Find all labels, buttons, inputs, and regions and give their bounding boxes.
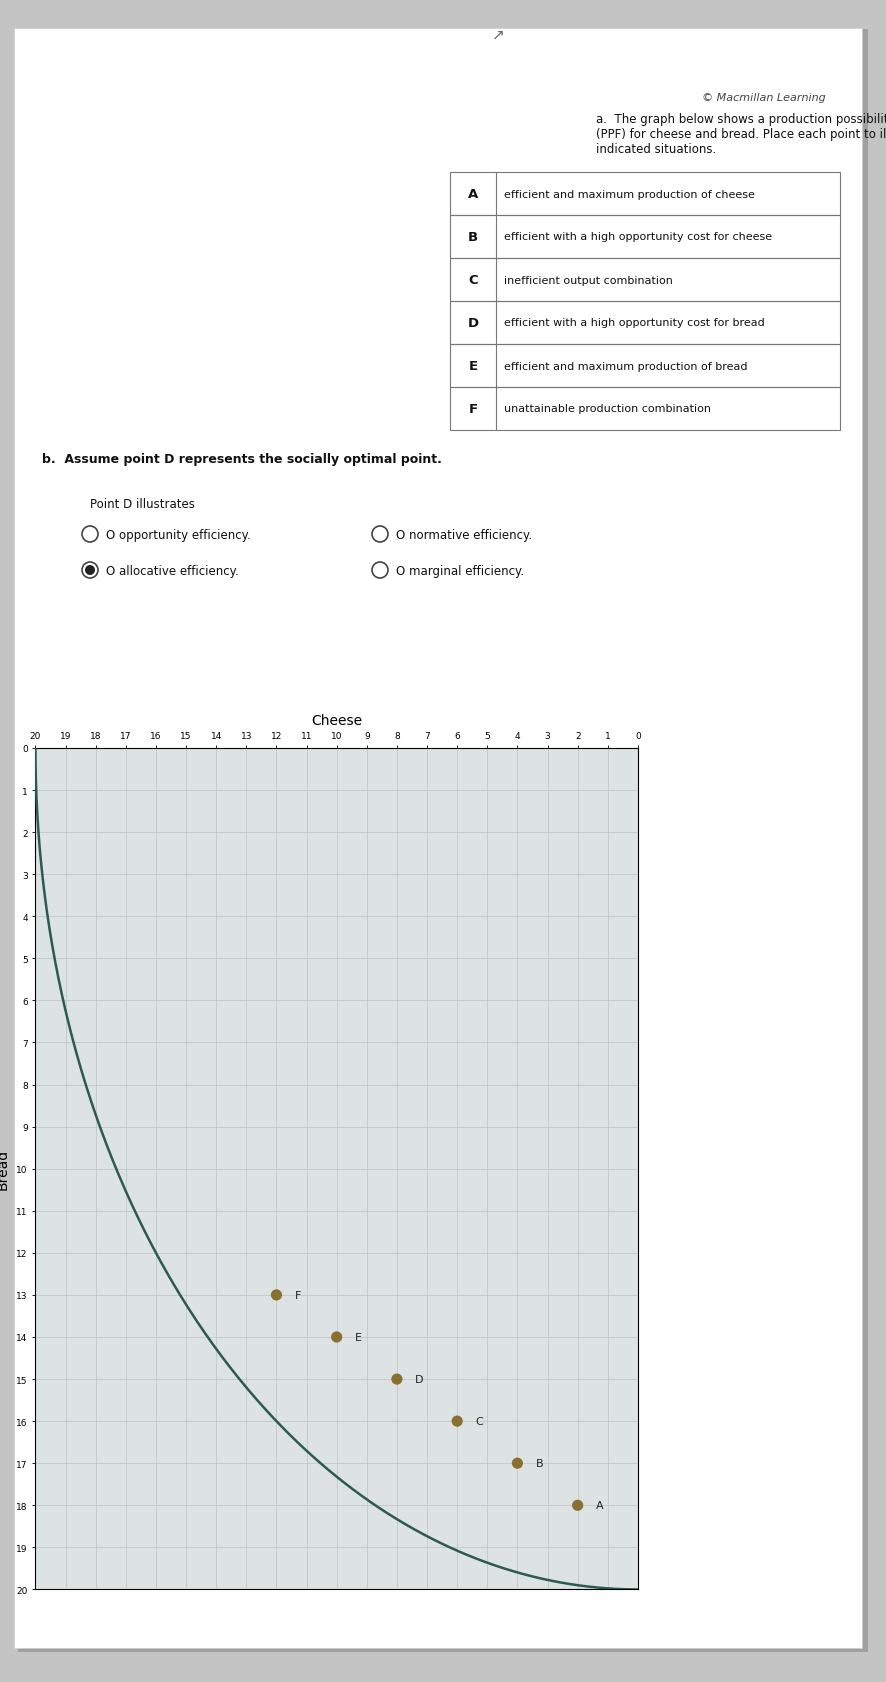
Bar [450,301,840,345]
Text: Point D illustrates: Point D illustrates [90,498,195,511]
Text: D: D [415,1374,424,1384]
Text: A: A [468,188,478,200]
Point [269,1282,284,1309]
X-axis label: Cheese: Cheese [311,713,362,728]
Text: E: E [469,360,478,373]
Text: C: C [475,1416,483,1426]
Circle shape [85,565,95,575]
Text: O opportunity efficiency.: O opportunity efficiency. [106,528,251,542]
Bar [450,389,840,431]
Text: efficient with a high opportunity cost for cheese: efficient with a high opportunity cost f… [504,232,772,242]
Point [330,1324,344,1351]
Text: O normative efficiency.: O normative efficiency. [396,528,532,542]
Bar [450,215,840,259]
Text: efficient and maximum production of bread: efficient and maximum production of brea… [504,362,748,372]
Text: ↗: ↗ [492,29,504,44]
Text: inefficient output combination: inefficient output combination [504,276,672,286]
Bar [450,173,840,215]
Text: © Macmillan Learning: © Macmillan Learning [703,93,826,103]
Text: efficient and maximum production of cheese: efficient and maximum production of chee… [504,190,755,200]
Text: O marginal efficiency.: O marginal efficiency. [396,563,525,577]
Text: B: B [468,230,478,244]
Bar [450,259,840,301]
Point [571,1492,585,1519]
Text: a.  The graph below shows a production possibility frontier
(PPF) for cheese and: a. The graph below shows a production po… [596,113,886,156]
Text: F: F [294,1290,301,1300]
Text: C: C [468,274,478,288]
Text: B: B [535,1458,543,1468]
Text: O allocative efficiency.: O allocative efficiency. [106,563,238,577]
Point [450,1408,464,1435]
Text: F: F [469,402,478,415]
Y-axis label: Bread: Bread [0,1149,10,1189]
Text: b.  Assume point D represents the socially optimal point.: b. Assume point D represents the sociall… [42,452,442,466]
Text: efficient with a high opportunity cost for bread: efficient with a high opportunity cost f… [504,318,765,328]
Text: A: A [595,1500,603,1510]
Text: E: E [354,1332,361,1342]
Point [390,1366,404,1393]
Bar [450,345,840,389]
Point [510,1450,525,1477]
Text: D: D [468,316,478,330]
Text: unattainable production combination: unattainable production combination [504,404,711,414]
